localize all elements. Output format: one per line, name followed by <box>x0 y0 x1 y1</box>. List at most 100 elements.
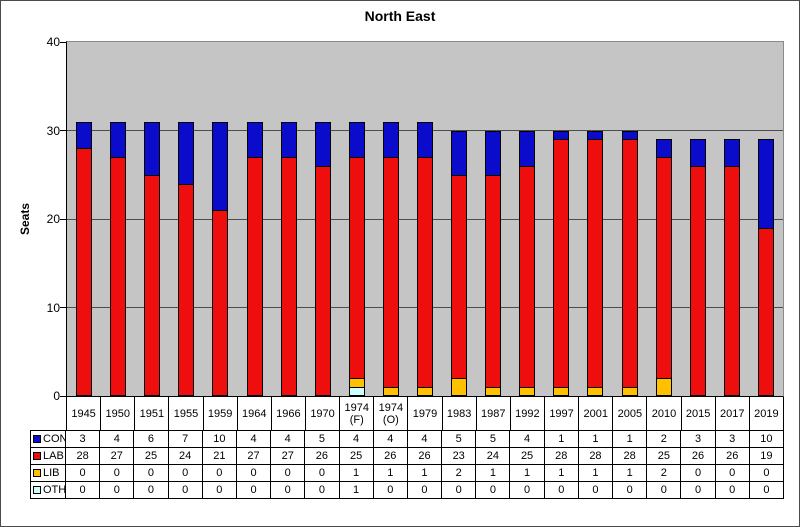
bar-1974 (O)-segment-lib <box>382 387 399 396</box>
bar-1945-segment-con <box>76 121 93 149</box>
bar-1992-segment-lib <box>519 387 536 396</box>
bar-1951-segment-lab <box>144 174 161 396</box>
table-cell-con-1970: 5 <box>305 431 340 448</box>
table-cell-oth-2010: 0 <box>647 482 682 499</box>
table-row-label-lib: LIB <box>31 465 66 482</box>
table-cell-lab-1987: 24 <box>476 448 511 465</box>
table-row-label-lab: LAB <box>31 448 66 465</box>
table-cell-oth-2015: 0 <box>681 482 716 499</box>
table-row-label-oth: OTH <box>31 482 66 499</box>
chart-title: North East <box>364 8 436 24</box>
bar-1997-segment-lab <box>553 139 570 388</box>
bar-1983-segment-con <box>451 130 468 175</box>
table-cell-lab-1951: 25 <box>134 448 169 465</box>
bar-1987-segment-lib <box>485 387 502 396</box>
table-cell-lib-1974 (F): 1 <box>339 465 374 482</box>
table-cell-oth-1959: 0 <box>202 482 237 499</box>
bar-1997-segment-lib <box>553 387 570 396</box>
bar-1987 <box>485 42 502 396</box>
table-row-label-con: CON <box>31 431 66 448</box>
table-cell-lib-1951: 0 <box>134 465 169 482</box>
bar-1974 (F)-segment-lib <box>348 378 365 388</box>
x-label-1970: 1970 <box>306 397 341 430</box>
bar-2010-segment-con <box>655 139 672 158</box>
table-cell-lab-1979: 26 <box>407 448 443 465</box>
bar-1945-segment-lab <box>76 148 93 396</box>
bar-1966-segment-lab <box>280 157 297 396</box>
table-cell-lib-2017: 0 <box>715 465 750 482</box>
y-axis-title: Seats <box>18 202 32 236</box>
series-name-con: CON <box>43 433 66 445</box>
y-tick-mark-20 <box>60 218 66 220</box>
bar-2001 <box>587 42 604 396</box>
table-cell-con-2017: 3 <box>715 431 750 448</box>
bar-2015-segment-lab <box>689 165 706 396</box>
table-cell-con-1955: 7 <box>168 431 203 448</box>
bar-1974 (O)-segment-lab <box>382 157 399 388</box>
table-cell-oth-1983: 0 <box>442 482 477 499</box>
bar-2001-segment-lib <box>587 387 604 396</box>
table-cell-lab-2005: 28 <box>613 448 648 465</box>
x-label-2005: 2005 <box>613 397 648 430</box>
bar-1979-segment-lib <box>417 387 433 396</box>
table-cell-oth-1950: 0 <box>100 482 135 499</box>
x-label-1992: 1992 <box>511 397 545 430</box>
table-cell-lab-2015: 26 <box>681 448 716 465</box>
x-label-1950: 1950 <box>101 397 136 430</box>
table-cell-oth-1997: 0 <box>544 482 579 499</box>
bar-1970-segment-con <box>314 121 331 166</box>
legend-swatch-con <box>33 435 41 443</box>
x-label-1987: 1987 <box>477 397 511 430</box>
table-cell-lab-1950: 27 <box>100 448 135 465</box>
bar-1951-segment-con <box>144 121 161 175</box>
table-cell-lib-1959: 0 <box>202 465 237 482</box>
table-cell-con-1974 (F): 4 <box>339 431 374 448</box>
series-name-lib: LIB <box>43 467 60 479</box>
bar-2017-segment-con <box>723 139 740 166</box>
y-tick-mark-30 <box>60 130 66 131</box>
x-label-1955: 1955 <box>169 397 204 430</box>
table-cell-con-1992: 4 <box>510 431 545 448</box>
bar-1966-segment-con <box>280 121 297 158</box>
table-cell-lab-2010: 25 <box>647 448 682 465</box>
bar-1974 (F)-segment-lab <box>348 157 365 379</box>
table-cell-con-1950: 4 <box>100 431 135 448</box>
y-tick-mark-0 <box>60 395 66 397</box>
table-cell-lab-1970: 26 <box>305 448 340 465</box>
bar-1974 (O)-segment-con <box>382 121 399 158</box>
y-tick-label-0: 0 <box>53 389 60 403</box>
table-cell-lib-1987: 1 <box>476 465 511 482</box>
bar-1987-segment-lab <box>485 174 502 388</box>
table-cell-lab-1992: 25 <box>510 448 545 465</box>
legend-swatch-lib <box>33 469 41 477</box>
table-cell-con-1979: 4 <box>407 431 443 448</box>
table-cell-lab-1974 (F): 25 <box>339 448 374 465</box>
bar-1964 <box>246 42 263 396</box>
x-label-2019: 2019 <box>750 397 784 430</box>
bar-1950 <box>110 42 127 396</box>
y-tick-label-20: 20 <box>46 212 60 226</box>
bar-1974 (F)-segment-con <box>348 121 365 158</box>
table-cell-lib-2019: 0 <box>749 465 784 482</box>
table-cell-lib-2001: 1 <box>578 465 614 482</box>
bar-1974 (O) <box>382 42 399 396</box>
data-table: CON 3 4 6 7 10 4 4 5 4 4 4 5 5 4 1 1 1 2 3 3 10 LAB 28 27 25 24 21 2… <box>30 430 784 499</box>
table-cell-lab-2017: 26 <box>715 448 750 465</box>
x-label-1983: 1983 <box>443 397 477 430</box>
y-tick-mark-10 <box>60 307 66 308</box>
table-cell-con-1997: 1 <box>544 431 579 448</box>
table-cell-con-1959: 10 <box>202 431 237 448</box>
table-cell-oth-1992: 0 <box>510 482 545 499</box>
table-cell-oth-1974 (O): 0 <box>373 482 408 499</box>
bar-1992-segment-lab <box>519 165 536 388</box>
bar-2005-segment-lib <box>621 387 638 396</box>
bar-1951 <box>144 42 161 396</box>
bar-1945 <box>76 42 93 396</box>
table-cell-lib-1966: 0 <box>271 465 306 482</box>
series-name-oth: OTH <box>43 484 66 496</box>
bar-2017-segment-lab <box>723 165 740 396</box>
table-cell-lib-2015: 0 <box>681 465 716 482</box>
table-cell-con-1945: 3 <box>66 431 101 448</box>
bar-2001-segment-con <box>587 130 604 140</box>
x-axis-labels: 1945 1950 1951 1955 1959 1964 1966 1970 1974 (F)… <box>66 397 784 430</box>
